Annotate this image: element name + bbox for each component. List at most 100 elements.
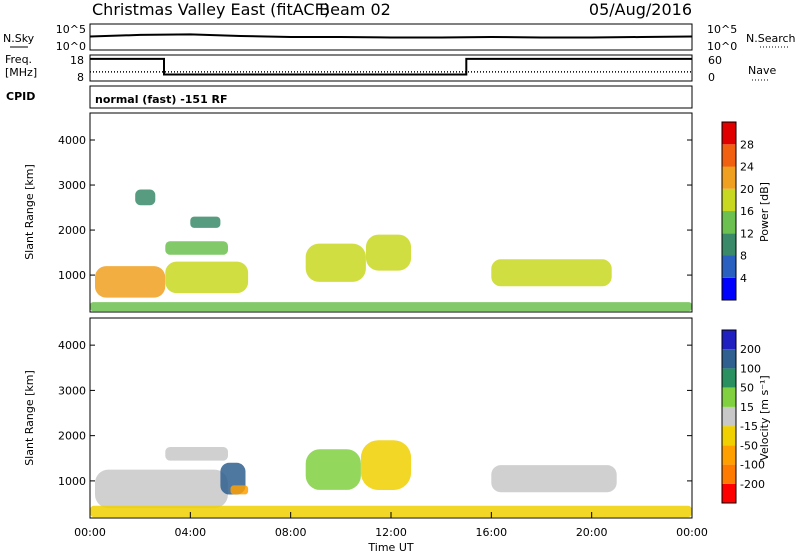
beam-title: Beam 02 xyxy=(319,0,391,19)
velocity-colorbar-swatch-1 xyxy=(722,464,736,484)
cpid-label: CPID xyxy=(6,90,35,103)
velocity-colorbar: -200 -100 -50 -15 15 50 100 200 xyxy=(721,329,765,504)
velocity-panel: 1000 2000 3000 4000 Slant Range [km] xyxy=(23,317,693,519)
velocity-colorbar-swatch-3 xyxy=(722,426,736,446)
power-colorbar-tick-2: 12 xyxy=(740,227,754,240)
velocity-colorbar-label: Velocity [m s⁻¹] xyxy=(758,375,771,460)
date-title: 05/Aug/2016 xyxy=(589,0,692,19)
power-colorbar-swatch-7 xyxy=(722,122,736,145)
nsky-series-line xyxy=(89,33,693,39)
y-tick-label-0: 1000 xyxy=(58,269,86,282)
y-tick-label-2: 3000 xyxy=(58,179,86,192)
power-colorbar-swatch-2 xyxy=(722,233,736,256)
x-axis-ticks: 00:00 04:00 08:00 12:00 16:00 20:00 00:00 xyxy=(74,512,708,539)
x-tick-label-6: 00:00 xyxy=(676,526,708,539)
data-region-7 xyxy=(491,259,612,287)
nsky-right-tick-top: 10^5 xyxy=(707,23,737,36)
power-y-axis-label: Slant Range [km] xyxy=(23,164,36,260)
power-panel-frame xyxy=(89,112,693,313)
velocity-y-axis-label: Slant Range [km] xyxy=(23,370,36,466)
power-panel: 1000 2000 3000 4000 Slant Range [km] xyxy=(23,112,693,313)
freq-panel-frame xyxy=(89,54,693,82)
x-tick-label-5: 20:00 xyxy=(576,526,608,539)
y-tick-label-1: 2000 xyxy=(58,430,86,443)
power-colorbar-swatch-6 xyxy=(722,144,736,167)
data-region-6 xyxy=(365,234,412,271)
velocity-data-layer xyxy=(90,440,692,518)
power-colorbar-tick-3: 16 xyxy=(740,205,754,218)
nave-right-tick-bottom: 0 xyxy=(708,71,715,84)
data-region-2 xyxy=(165,241,228,255)
x-tick-label-1: 04:00 xyxy=(174,526,206,539)
nsky-left-tick-top: 10^5 xyxy=(56,23,86,36)
data-region-1 xyxy=(165,261,249,294)
nsearch-label: N.Search xyxy=(746,32,796,45)
data-region-5 xyxy=(305,243,366,282)
power-colorbar: 4 8 12 16 20 24 28 xyxy=(721,121,754,301)
data-region-0 xyxy=(95,266,166,298)
data-region-3 xyxy=(135,189,156,206)
power-colorbar-frame xyxy=(721,121,737,301)
freq-label-line1: Freq. xyxy=(5,53,32,66)
data-region-5 xyxy=(360,440,412,490)
velocity-colorbar-tick-6: 100 xyxy=(740,362,761,375)
velocity-colorbar-swatch-5 xyxy=(722,387,736,407)
power-colorbar-tick-4: 20 xyxy=(740,183,754,196)
x-tick-label-3: 12:00 xyxy=(375,526,407,539)
power-colorbar-swatch-1 xyxy=(722,255,736,278)
cpid-panel-frame xyxy=(89,85,693,109)
power-colorbar-label: Power [dB] xyxy=(758,182,771,242)
power-colorbar-tick-5: 24 xyxy=(740,161,754,174)
velocity-colorbar-tick-0: -200 xyxy=(740,478,765,491)
power-colorbar-tick-6: 28 xyxy=(740,138,754,151)
velocity-colorbar-swatch-6 xyxy=(722,368,736,388)
x-tick-label-2: 08:00 xyxy=(275,526,307,539)
freq-left-tick-top: 18 xyxy=(70,54,84,67)
data-region-7 xyxy=(90,505,692,518)
velocity-colorbar-swatch-8 xyxy=(722,330,736,350)
data-region-1 xyxy=(165,447,228,461)
power-colorbar-swatch-5 xyxy=(722,166,736,189)
x-axis-label: Time UT xyxy=(367,541,413,554)
cpid-value: normal (fast) -151 RF xyxy=(95,93,228,106)
station-title: Christmas Valley East (fitACF) xyxy=(92,0,330,19)
velocity-colorbar-tick-3: -15 xyxy=(740,420,758,433)
y-tick-label-3: 4000 xyxy=(58,134,86,147)
data-region-3 xyxy=(230,485,249,495)
power-colorbar-swatch-3 xyxy=(722,211,736,234)
data-region-6 xyxy=(491,465,617,493)
nsky-label: N.Sky xyxy=(3,32,35,45)
freq-series-line xyxy=(90,57,692,76)
power-data-layer xyxy=(90,189,692,312)
x-tick-label-4: 16:00 xyxy=(475,526,507,539)
velocity-colorbar-swatch-7 xyxy=(722,349,736,369)
velocity-colorbar-swatch-4 xyxy=(722,406,736,427)
velocity-colorbar-frame xyxy=(721,329,737,504)
data-region-4 xyxy=(305,449,361,490)
y-tick-label-3: 4000 xyxy=(58,339,86,352)
y-tick-label-0: 1000 xyxy=(58,475,86,488)
velocity-colorbar-tick-1: -100 xyxy=(740,459,765,472)
data-region-4 xyxy=(190,216,221,228)
nave-label: Nave xyxy=(748,64,776,77)
velocity-colorbar-tick-4: 15 xyxy=(740,401,754,414)
freq-label-line2: [MHz] xyxy=(5,66,37,79)
y-tick-label-1: 2000 xyxy=(58,224,86,237)
y-tick-label-2: 3000 xyxy=(58,384,86,397)
nsky-left-tick-bottom: 10^0 xyxy=(56,40,86,53)
freq-left-tick-bottom: 8 xyxy=(77,71,84,84)
velocity-colorbar-tick-5: 50 xyxy=(740,382,754,395)
power-y-ticks: 1000 2000 3000 4000 xyxy=(58,134,692,282)
velocity-y-ticks: 1000 2000 3000 4000 xyxy=(58,339,692,488)
nsky-right-tick-bottom: 10^0 xyxy=(707,40,737,53)
power-colorbar-swatch-0 xyxy=(722,277,736,301)
nave-right-tick-top: 60 xyxy=(708,54,722,67)
velocity-colorbar-swatch-2 xyxy=(722,445,736,465)
data-region-0 xyxy=(95,469,228,509)
power-colorbar-swatch-4 xyxy=(722,188,736,212)
power-colorbar-tick-1: 8 xyxy=(740,250,747,263)
velocity-colorbar-swatch-0 xyxy=(722,483,736,503)
data-region-8 xyxy=(90,302,692,312)
